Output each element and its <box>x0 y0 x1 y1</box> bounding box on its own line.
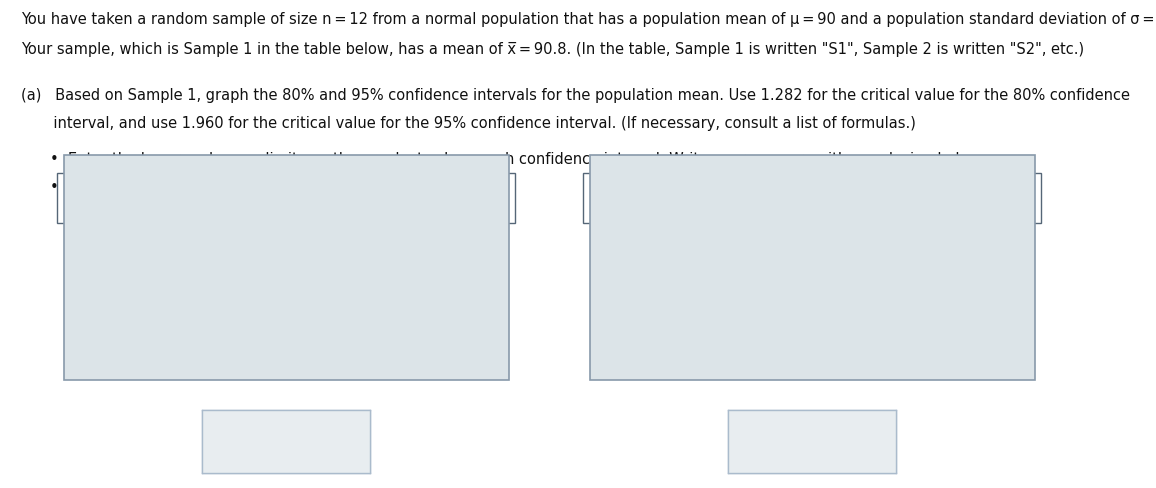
FancyBboxPatch shape <box>301 271 346 320</box>
Text: (a)   Based on Sample 1, graph the 80% and 95% confidence intervals for the popu: (a) Based on Sample 1, graph the 80% and… <box>21 88 1129 103</box>
Text: 95% confidence interval: 95% confidence interval <box>724 172 901 187</box>
Text: 95.0: 95.0 <box>477 192 509 206</box>
Text: •  For the points (◆ and ◆), enter the population mean, μ = 90.: • For the points (◆ and ◆), enter the po… <box>50 180 510 195</box>
Text: 95.0: 95.0 <box>476 358 509 373</box>
Text: 90.0: 90.0 <box>307 288 339 303</box>
Text: ✕: ✕ <box>249 433 262 450</box>
Text: 90.0: 90.0 <box>833 288 865 303</box>
Text: 83.0: 83.0 <box>590 358 622 373</box>
Text: 80% confidence interval: 80% confidence interval <box>198 172 375 187</box>
Text: •  Enter the lower and upper limits on the graphs to show each confidence interv: • Enter the lower and upper limits on th… <box>50 151 990 166</box>
FancyBboxPatch shape <box>470 174 516 224</box>
Text: interval, and use 1.960 for the critical value for the 95% confidence interval. : interval, and use 1.960 for the critical… <box>21 116 916 131</box>
Text: 83.0: 83.0 <box>64 192 95 206</box>
Text: 83.0: 83.0 <box>590 192 621 206</box>
Text: ↺: ↺ <box>310 433 324 450</box>
Text: ✕: ✕ <box>775 433 788 450</box>
Text: 95.0: 95.0 <box>1002 358 1035 373</box>
FancyBboxPatch shape <box>996 174 1042 224</box>
FancyBboxPatch shape <box>827 271 872 320</box>
FancyBboxPatch shape <box>57 174 102 224</box>
Text: ↺: ↺ <box>836 433 850 450</box>
Text: You have taken a random sample of size n = 12 from a normal population that has : You have taken a random sample of size n… <box>21 12 1156 27</box>
FancyBboxPatch shape <box>583 174 628 224</box>
Text: 95.0: 95.0 <box>1003 192 1035 206</box>
Text: Your sample, which is Sample 1 in the table below, has a mean of x̅ = 90.8. (In : Your sample, which is Sample 1 in the ta… <box>21 41 1084 57</box>
Text: 83.0: 83.0 <box>64 358 96 373</box>
